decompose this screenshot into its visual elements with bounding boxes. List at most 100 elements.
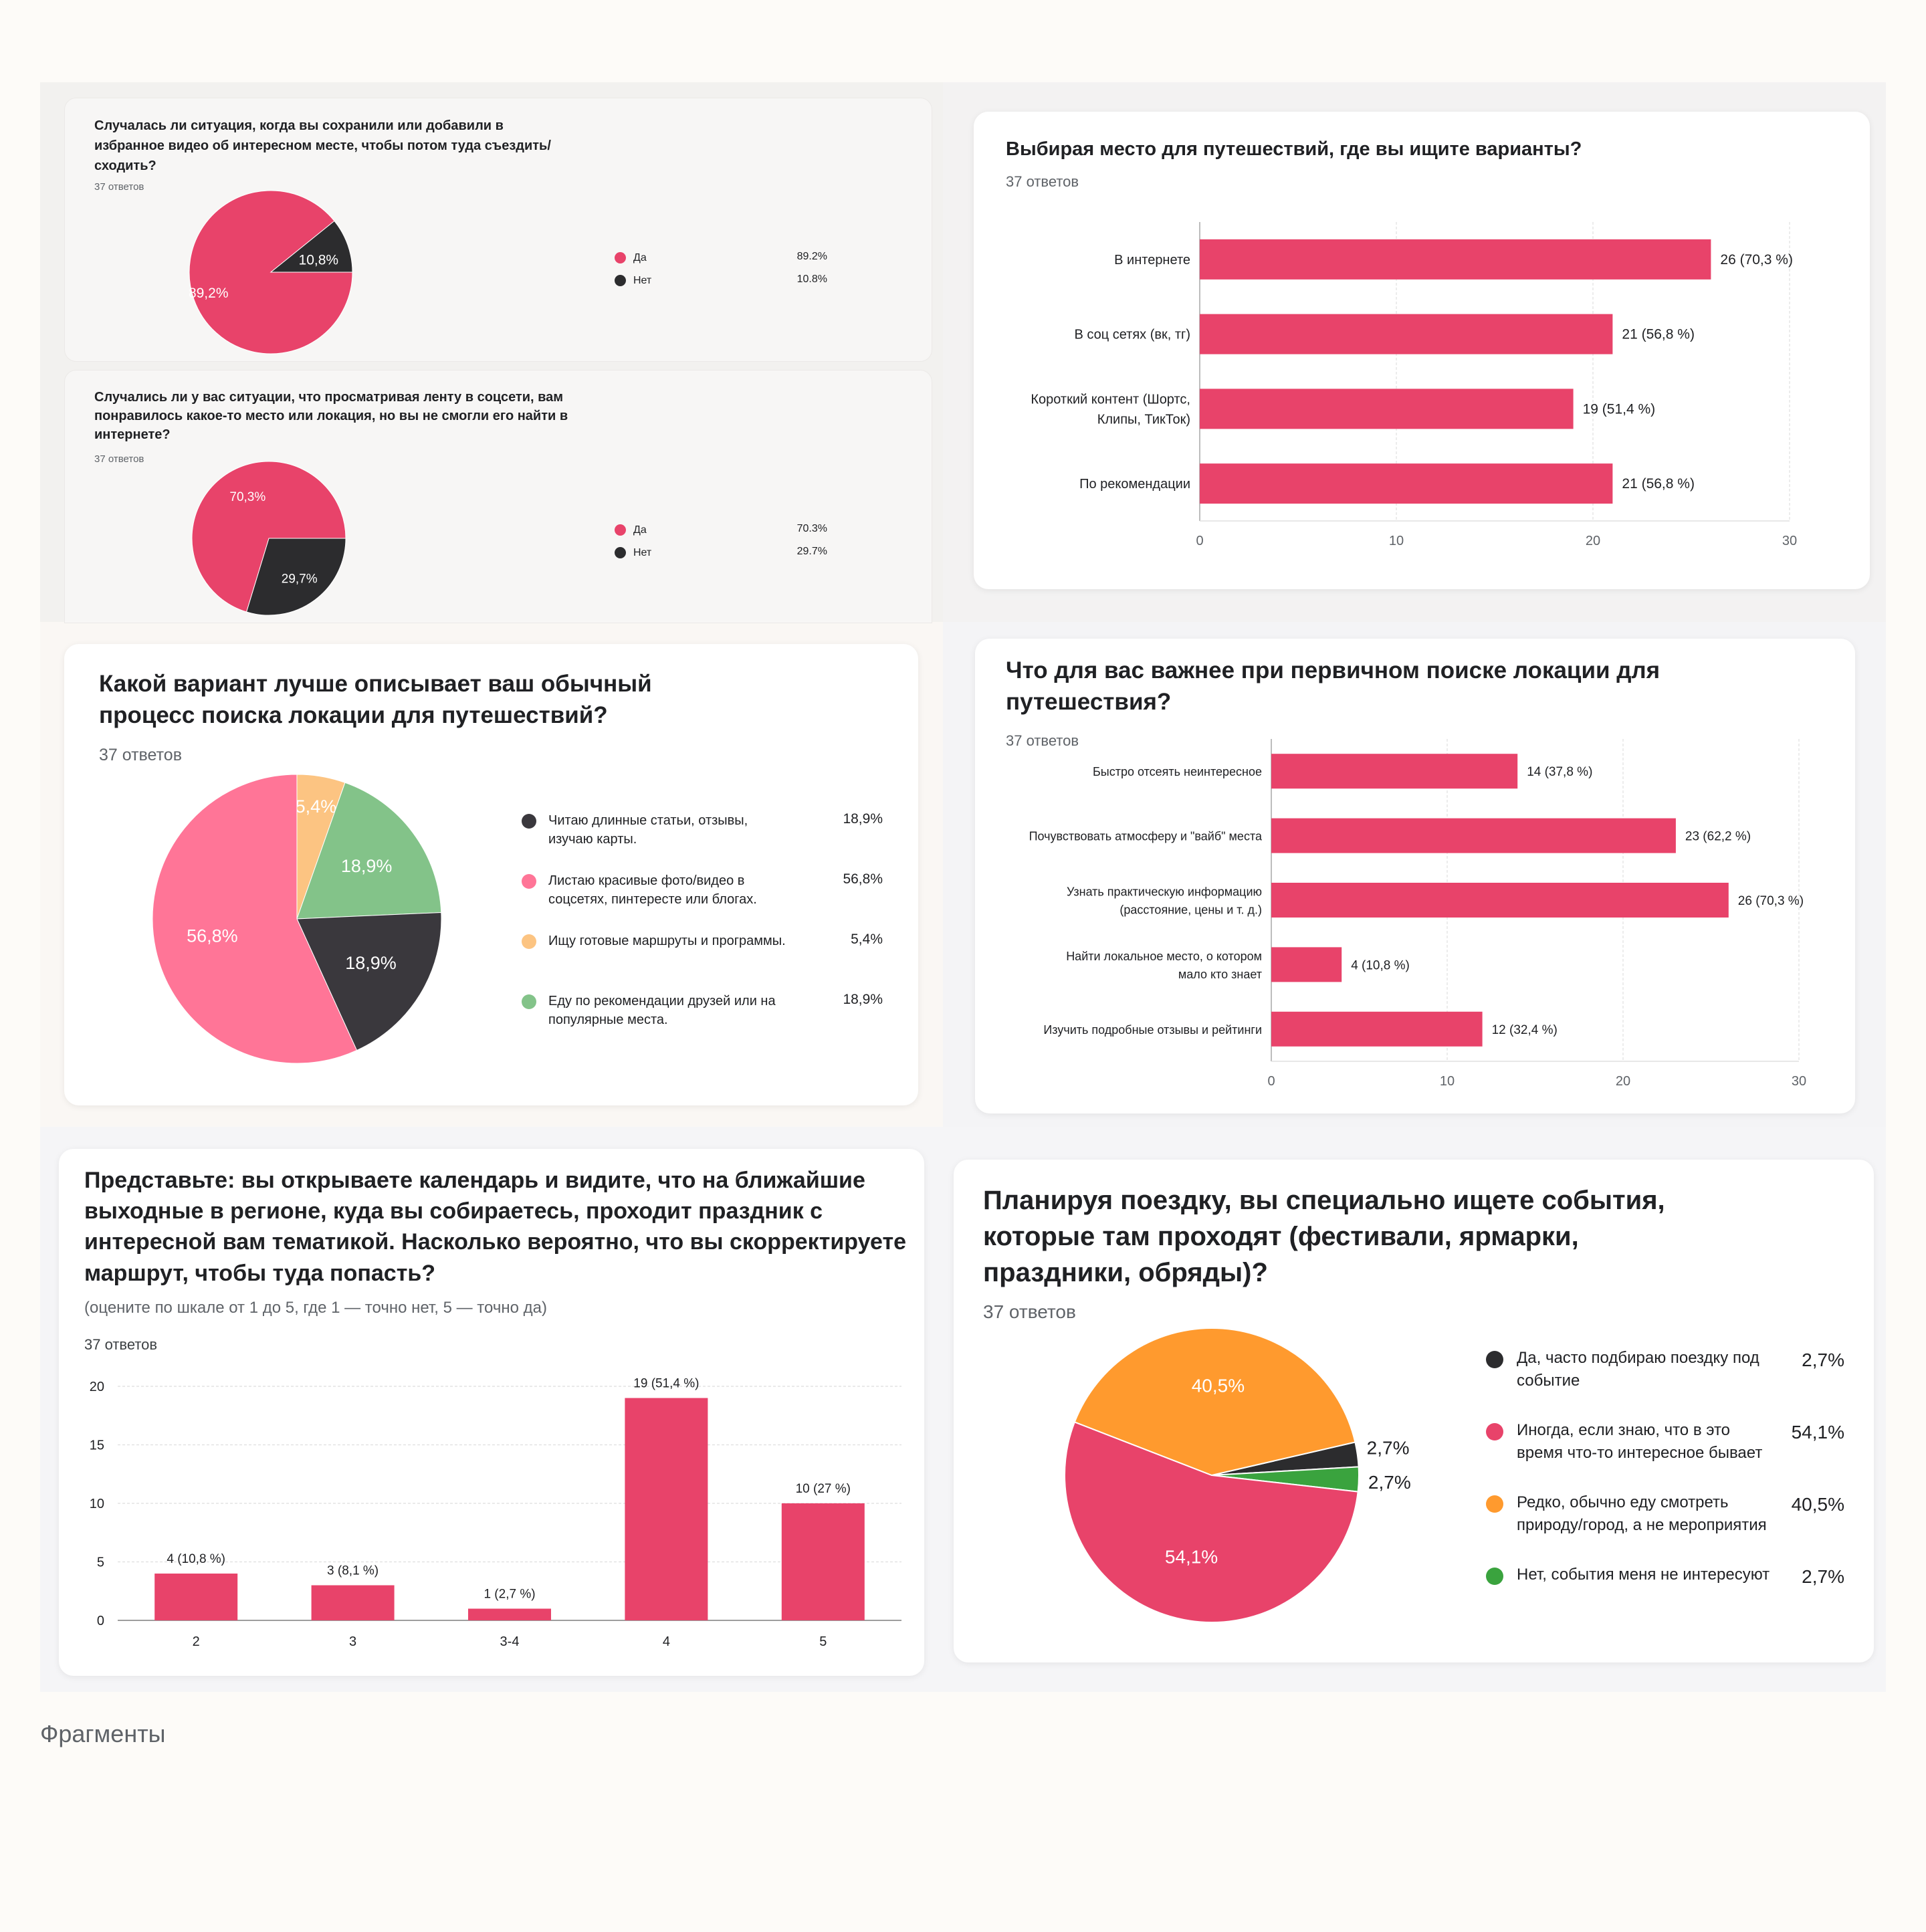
category-label: В интернете — [1114, 253, 1190, 267]
legend-color-dot — [522, 994, 536, 1009]
question-title: Что для вас важнее при первичном поиске … — [1006, 657, 1661, 716]
legend-label: Редко, обычно еду смотреть природу/город… — [1517, 1493, 1767, 1534]
category-label-line: Узнать практическую информацию — [1067, 885, 1262, 899]
x-tick-label: 10 — [1440, 1074, 1455, 1089]
legend-value: 54,1% — [1791, 1422, 1844, 1442]
x-tick-label: 3-4 — [500, 1634, 520, 1649]
bar-value-label: 23 (62,2 %) — [1685, 830, 1751, 844]
x-tick-label: 0 — [1267, 1074, 1275, 1089]
slice-label: 54,1% — [1165, 1546, 1218, 1567]
legend-item: Редко, обычно еду смотреть природу/город… — [1486, 1491, 1844, 1564]
legend-value: 2,7% — [1802, 1350, 1844, 1370]
legend-item: Да 70.3% — [615, 523, 827, 546]
category-label: В соц сетях (вк, тг) — [1074, 328, 1190, 342]
bar-value-label: 4 (10,8 %) — [167, 1552, 225, 1566]
card-event-search: Планируя поездку, вы специально ищете со… — [954, 1160, 1874, 1662]
pie-slice — [1064, 1421, 1359, 1623]
bar — [1271, 1011, 1483, 1047]
pie-slice — [152, 774, 358, 1064]
bar-value-label: 12 (32,4 %) — [1492, 1023, 1558, 1037]
bar — [154, 1574, 238, 1620]
legend-value: 89.2% — [796, 251, 827, 262]
legend-value: 10.8% — [796, 274, 827, 285]
x-tick-label: 20 — [1586, 534, 1600, 548]
footer-caption: Фрагменты — [40, 1720, 166, 1747]
pie-chart: 89,2% 10,8% — [189, 190, 353, 354]
y-tick-label: 0 — [97, 1614, 104, 1628]
legend-color-dot — [1486, 1351, 1503, 1368]
slice-label: 89,2% — [189, 286, 229, 301]
legend-item: Нет, события меня не интересуют 2,7% — [1486, 1564, 1844, 1636]
bar-value-label: 14 (37,8 %) — [1527, 765, 1592, 779]
legend-color-dot — [615, 524, 626, 536]
pie-slice — [245, 538, 346, 616]
legend: Читаю длинные статьи, отзывы, изучаю кар… — [522, 811, 883, 1052]
legend-color-dot — [522, 814, 536, 829]
card-search-process: Какой вариант лучше описывает ваш обычны… — [64, 644, 918, 1105]
legend-item: Нет 29.7% — [615, 546, 827, 568]
legend-value: 70.3% — [796, 523, 827, 534]
legend-value: 40,5% — [1791, 1494, 1844, 1515]
legend-color-dot — [522, 934, 536, 949]
slice-label: 10,8% — [299, 252, 339, 267]
legend-label: Да — [633, 252, 647, 263]
slice-label: 29,7% — [282, 572, 318, 586]
bar-value-label: 3 (8,1 %) — [327, 1564, 379, 1578]
x-tick-label: 2 — [193, 1634, 200, 1649]
pie-slice — [296, 782, 442, 920]
bar-value-label: 4 (10,8 %) — [1351, 958, 1410, 972]
bar-value-label: 10 (27 %) — [796, 1482, 851, 1496]
legend-item: Да, часто подбираю поездку под событие 2,… — [1486, 1347, 1844, 1419]
category-label: Найти локальное место, о котором мало кто… — [1066, 950, 1262, 981]
response-count: 37 ответов — [1006, 732, 1079, 749]
legend: Да 89.2% Нет 10.8% — [615, 251, 827, 304]
legend-label: Листаю красивые фото/видео в соцсетях, п… — [548, 873, 757, 907]
slice-label: 5,4% — [296, 796, 337, 817]
legend-color-dot — [1486, 1568, 1503, 1585]
legend-value: 2,7% — [1802, 1566, 1844, 1587]
legend-item: Ищу готовые маршруты и программы. 5,4% — [522, 932, 883, 992]
bar-value-label: 21 (56,8 %) — [1622, 476, 1695, 492]
bar-value-label: 1 (2,7 %) — [484, 1588, 535, 1602]
bar-value-label: 19 (51,4 %) — [633, 1377, 699, 1391]
legend-label: Ищу готовые маршруты и программы. — [548, 934, 786, 948]
legend-value: 5,4% — [851, 932, 883, 947]
x-tick-label: 30 — [1792, 1074, 1806, 1089]
bar — [311, 1585, 395, 1620]
bar — [781, 1503, 865, 1620]
legend-color-dot — [1486, 1495, 1503, 1513]
legend-item: Читаю длинные статьи, отзывы, изучаю кар… — [522, 811, 883, 871]
category-label: Короткий контент (Шортс, Клипы, ТикТок) — [1031, 392, 1190, 427]
response-count: 37 ответов — [983, 1301, 1076, 1322]
bar — [1200, 389, 1574, 429]
slice-label: 70,3% — [229, 490, 265, 504]
x-tick-label: 5 — [819, 1634, 827, 1649]
legend-label: Иногда, если знаю, что в это время что-т… — [1517, 1421, 1763, 1462]
question-title: Выбирая место для путешествий, где вы ищ… — [1006, 138, 1582, 160]
question-subtitle: (оцените по шкале от 1 до 5, где 1 — точ… — [84, 1299, 547, 1317]
category-label-line: Клипы, ТикТок) — [1097, 412, 1190, 427]
bar — [625, 1398, 708, 1620]
bar — [468, 1608, 551, 1620]
response-count: 37 ответов — [99, 746, 182, 764]
y-tick-label: 10 — [90, 1497, 104, 1511]
legend: Да 70.3% Нет 29.7% — [615, 523, 827, 576]
legend-color-dot — [522, 874, 536, 889]
bar — [1200, 239, 1711, 280]
legend-color-dot — [615, 275, 626, 286]
slice-label: 18,9% — [345, 953, 397, 973]
legend-item: Нет 10.8% — [615, 274, 827, 296]
legend-label: Да — [633, 524, 647, 536]
legend-label: Нет, события меня не интересуют — [1517, 1566, 1770, 1584]
category-label: Узнать практическую информацию (расстояни… — [1067, 885, 1262, 917]
question-title: Какой вариант лучше описывает ваш обычны… — [99, 671, 652, 729]
question-title: Представьте: вы открываете календарь и в… — [84, 1168, 907, 1286]
question-title: Случались ли у вас ситуации, что просмат… — [94, 390, 568, 442]
x-tick-label: 0 — [1196, 534, 1203, 548]
card-not-found: Случались ли у вас ситуации, что просмат… — [64, 370, 932, 623]
legend-item: Иногда, если знаю, что в это время что-т… — [1486, 1419, 1844, 1491]
bar — [1200, 314, 1613, 354]
slice-label: 56,8% — [187, 926, 238, 946]
bar — [1271, 754, 1518, 789]
legend-value: 29.7% — [796, 546, 827, 557]
